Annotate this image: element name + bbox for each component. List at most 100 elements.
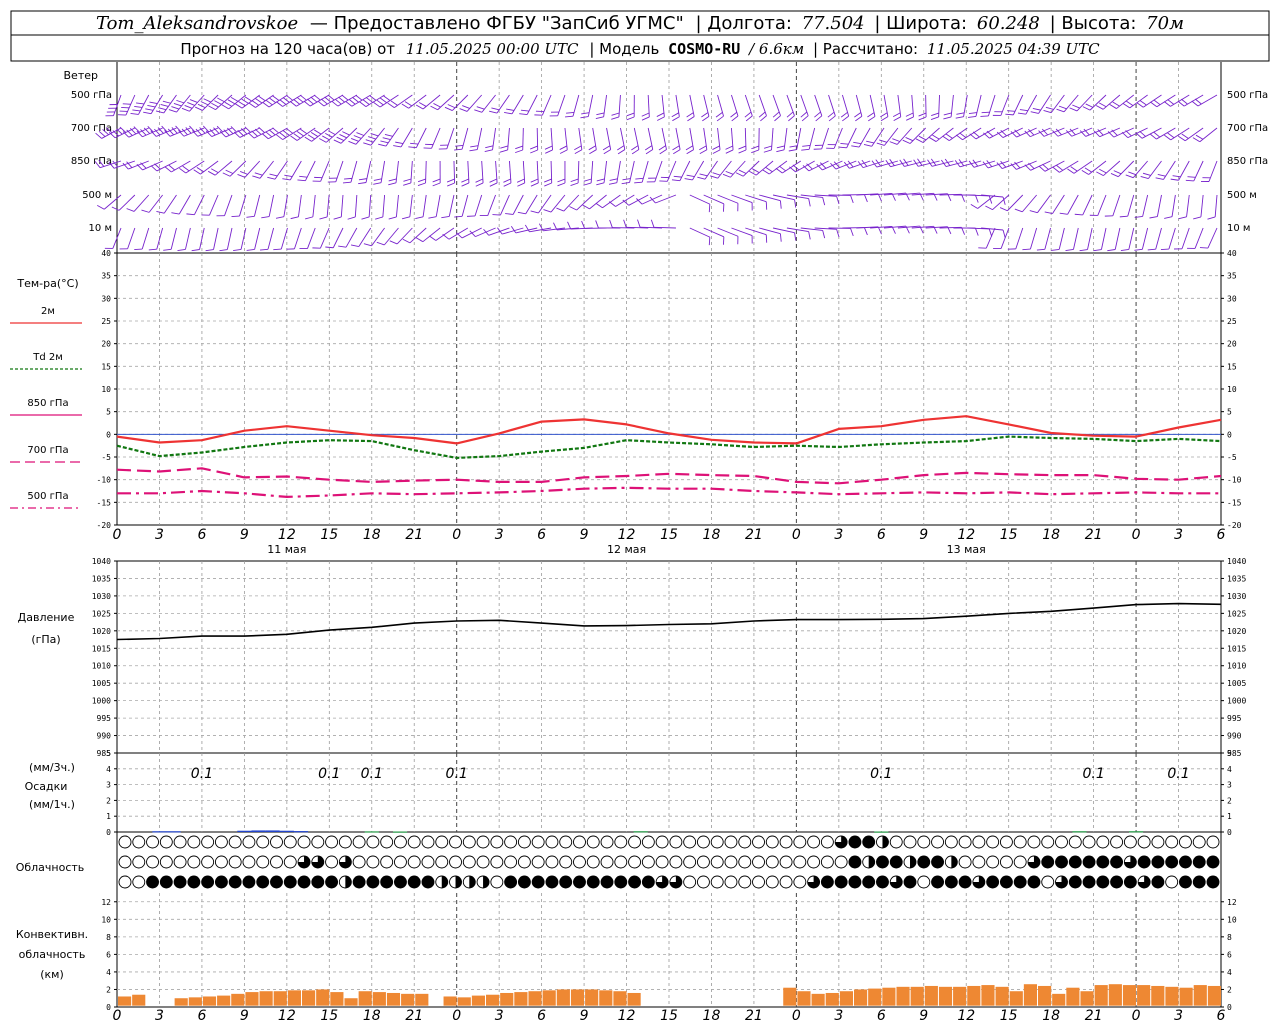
wind-barb-shaft: [909, 127, 926, 144]
conv-bar: [839, 991, 853, 1006]
y-tick-label-left: 995: [97, 714, 112, 723]
wind-barb-flag: [635, 177, 644, 180]
cloud-fill: [868, 856, 875, 868]
wind-barb-flag: [806, 163, 813, 170]
y-tick-label-right: 8: [1227, 933, 1232, 942]
wind-barb-shaft: [461, 194, 469, 217]
wind-barb-flag: [489, 110, 498, 114]
wind-barb-flag: [794, 232, 797, 241]
wind-barb-flag: [310, 96, 318, 103]
wind-barb-flag: [685, 145, 694, 151]
wind-barb-flag: [248, 102, 256, 108]
wind-barb-flag: [158, 107, 167, 111]
cloud-fill: [1069, 856, 1082, 868]
wind-barb-flag: [1191, 100, 1199, 107]
wind-barb-flag: [304, 136, 312, 142]
wind-barb-flag: [996, 131, 1004, 138]
cloud-fill: [532, 876, 545, 888]
wind-barb-flag: [136, 163, 143, 171]
wind-barb-flag: [758, 111, 766, 118]
cloud-circle: [958, 855, 972, 869]
wind-barb-shaft: [731, 94, 739, 117]
cloud-circle: [449, 855, 462, 869]
wind-barb-shaft: [320, 160, 330, 182]
wind-barb-flag: [735, 172, 744, 177]
wind-barb-flag: [1135, 132, 1143, 139]
wind-barb-shaft: [796, 127, 802, 150]
legend-label: 700 гПа: [27, 445, 68, 456]
wind-barb-flag: [1052, 130, 1059, 137]
wind-barb-shaft: [1200, 194, 1204, 217]
wind-barb-shaft: [577, 160, 580, 184]
wind-barb-flag: [800, 111, 808, 118]
wind-barb-flag: [775, 167, 783, 174]
wind-barb-flag: [1160, 248, 1169, 250]
day-label: 12 мая: [607, 543, 646, 556]
wind-barb-flag: [930, 116, 939, 120]
wind-barb-flag: [641, 116, 650, 121]
cloud-circle: [146, 835, 159, 849]
wind-barb-shaft: [345, 227, 358, 248]
cloud-fill: [931, 856, 944, 868]
wind-barb-flag: [1028, 129, 1035, 136]
wind-barb-flag: [866, 140, 875, 144]
cloud-fill: [366, 876, 379, 888]
cloud-circle: [545, 835, 559, 849]
wind-barb-flag: [384, 133, 393, 137]
wind-barb-flag: [235, 103, 243, 109]
cloud-circle: [1165, 835, 1179, 849]
wind-barb-flag: [1070, 166, 1078, 172]
y-tick-label-left: 1015: [92, 644, 111, 653]
y-tick-label-right: 2: [1227, 985, 1232, 994]
cloud-fill: [642, 876, 655, 888]
cloud-circle: [242, 835, 256, 849]
wind-barb-flag: [129, 127, 137, 135]
wind-barb-flag: [986, 130, 994, 137]
wind-barb-flag: [1000, 130, 1007, 137]
y-tick-label-right: 6: [1227, 950, 1232, 959]
wind-barb-shaft: [409, 227, 427, 244]
y-tick-label-left: 35: [101, 272, 111, 281]
cloud-circle: [1110, 835, 1124, 849]
wind-barb-flag: [429, 235, 437, 241]
wind-barb-shaft: [742, 160, 760, 177]
wind-barb-flag: [94, 161, 101, 168]
wind-barb-flag: [401, 103, 409, 109]
conv-bar: [415, 993, 429, 1006]
cloud-circle: [201, 855, 215, 869]
wind-barb-shaft: [1063, 94, 1079, 113]
y-tick-label-right: 1025: [1227, 609, 1246, 618]
cloud-circle: [159, 855, 173, 869]
cloud-circle: [393, 855, 407, 869]
conv-bar: [995, 986, 1009, 1006]
cloud-circle: [476, 855, 490, 869]
y-tick-label-left: 1010: [92, 662, 111, 671]
wind-barb-flag: [738, 149, 747, 154]
x-tick-label-top: 6: [1217, 527, 1226, 543]
wind-barb-flag: [171, 127, 178, 134]
wind-barb-flag: [279, 99, 287, 105]
wind-barb-shaft: [589, 194, 607, 210]
wind-barb-shaft: [451, 94, 469, 111]
wind-barb-shaft: [526, 94, 538, 115]
cloud-circle: [972, 855, 986, 869]
conv-bar: [627, 992, 641, 1006]
x-tick-label-bottom: 3: [495, 1008, 504, 1024]
wind-barb-flag: [751, 145, 760, 150]
cloud-fill: [1165, 856, 1178, 868]
wind-barb-shaft: [833, 127, 843, 149]
wind-barb-shaft: [883, 225, 906, 229]
wind-barb-flag: [177, 248, 186, 251]
wind-barb-shaft: [563, 194, 580, 212]
wind-barb-flag: [871, 160, 878, 168]
conv-bar: [1151, 985, 1165, 1006]
cloudiness-plot: [118, 835, 1220, 889]
wind-barb-flag: [167, 128, 174, 136]
cloud-title: Облачность: [16, 861, 85, 874]
cloud-circle: [462, 855, 476, 869]
x-tick-label-top: 0: [1132, 527, 1141, 543]
wind-barb-flag: [313, 94, 321, 101]
wind-barb-shaft: [572, 94, 580, 117]
wind-barb-shaft: [783, 127, 788, 150]
